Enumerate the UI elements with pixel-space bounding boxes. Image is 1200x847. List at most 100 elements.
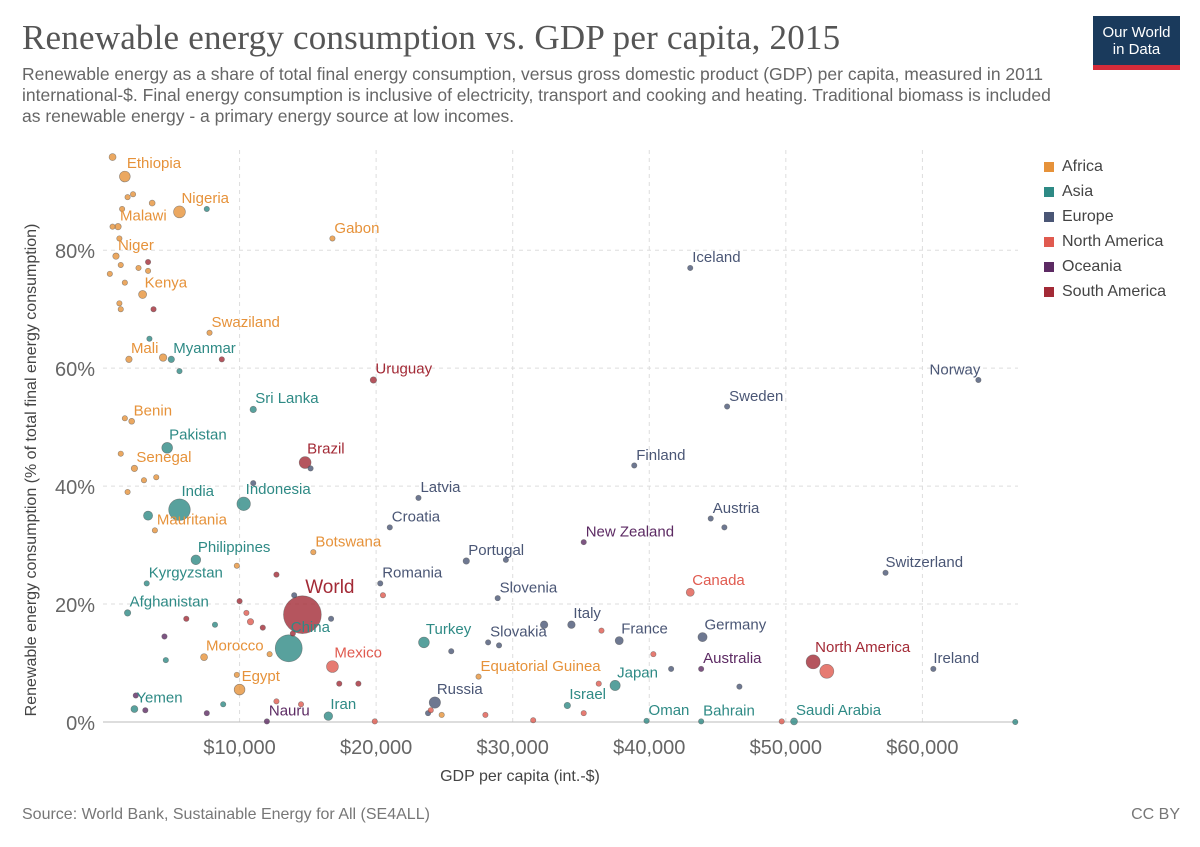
point-asia-21[interactable] [211,621,218,628]
point-japan[interactable] [609,680,621,691]
legend-item-oceania[interactable]: Oceania [1044,254,1166,279]
point-slovenia[interactable] [494,595,501,602]
point-asia-24[interactable] [1012,718,1019,725]
point-africa-15[interactable] [108,153,117,161]
point-nigeria[interactable] [173,205,186,219]
point-kenya[interactable] [138,290,147,299]
point-equatorial-guinea[interactable] [475,673,482,680]
point-africa-32[interactable] [140,477,147,484]
point-yemen[interactable] [130,705,139,713]
point-afghanistan[interactable] [124,609,132,617]
point-philippines[interactable] [190,554,202,565]
point-oceania-5[interactable] [161,633,168,640]
point-africa-27[interactable] [116,300,123,307]
point-morocco[interactable] [200,653,208,661]
point-europe-22[interactable] [448,648,455,655]
point-india[interactable] [168,498,191,521]
point-uruguay[interactable] [369,376,377,384]
legend-item-europe[interactable]: Europe [1044,204,1166,229]
point-south-america-12[interactable] [145,259,152,266]
point-south-america-10[interactable] [289,630,296,637]
point-botswana[interactable] [310,549,317,556]
point-africa-21[interactable] [116,235,123,242]
point-north-america-3[interactable] [243,609,250,616]
point-africa-29[interactable] [159,353,168,362]
point-australia[interactable] [698,665,705,672]
point-south-america-7[interactable] [336,680,343,687]
point-north-america-11[interactable] [427,707,434,714]
point-africa-23[interactable] [135,264,142,271]
point-bahrain[interactable] [698,718,705,725]
point-north-america-14[interactable] [371,718,378,725]
point-europe-27[interactable] [291,592,298,599]
point-brazil[interactable] [298,456,312,469]
point-mauritania[interactable] [151,527,158,534]
point-pakistan[interactable] [161,442,173,454]
point-north-america-13[interactable] [580,710,587,717]
point-oceania-6[interactable] [132,692,139,699]
point-north-america-15[interactable] [530,717,537,724]
point-iran[interactable] [323,711,333,721]
point-south-america-9[interactable] [259,624,266,631]
point-turkey[interactable] [418,636,430,649]
point-north-america-16[interactable] [778,718,785,725]
legend-item-north-america[interactable]: North America [1044,229,1166,254]
point-north-america-6[interactable] [298,701,305,708]
point-europe-21[interactable] [540,620,549,629]
point-romania[interactable] [377,580,384,587]
point-oceania-3[interactable] [203,710,210,717]
point-latvia[interactable] [415,494,422,501]
point-sri-lanka[interactable] [249,405,257,414]
point-europe-18[interactable] [250,480,257,487]
point-africa-26[interactable] [121,279,128,286]
point-africa-34[interactable] [124,489,131,496]
point-asia-20[interactable] [143,510,153,521]
point-ethiopia[interactable] [119,170,131,183]
point-oman[interactable] [643,717,650,724]
point-finland[interactable] [631,462,638,469]
point-north-america-5[interactable] [273,698,280,705]
point-europe-25[interactable] [736,683,743,690]
point-asia-18[interactable] [146,335,153,342]
point-iceland[interactable] [687,264,694,271]
point-south-america-8[interactable] [355,680,362,687]
point-north-america-2[interactable] [819,663,835,679]
point-north-america-12[interactable] [482,711,489,718]
point-croatia[interactable] [386,524,393,531]
point-asia-22[interactable] [162,657,169,664]
point-africa-33[interactable] [153,474,160,481]
point-africa-22[interactable] [117,261,124,268]
point-benin[interactable] [128,417,135,425]
point-portugal[interactable] [462,557,470,565]
point-africa-25[interactable] [106,270,113,277]
point-south-america-5[interactable] [236,598,243,605]
point-africa-20[interactable] [109,223,116,230]
point-italy[interactable] [567,620,576,629]
legend-item-asia[interactable]: Asia [1044,179,1166,204]
point-north-america-8[interactable] [595,680,602,687]
owid-logo[interactable]: Our World in Data [1093,16,1180,70]
point-nauru[interactable] [263,718,270,725]
point-europe-17[interactable] [721,524,728,531]
point-europe-24[interactable] [668,665,675,672]
point-egypt[interactable] [233,683,246,696]
point-gabon[interactable] [329,235,336,242]
point-canada[interactable] [685,587,695,597]
point-africa-37[interactable] [233,671,240,678]
point-asia-19[interactable] [176,368,183,375]
point-south-america-11[interactable] [183,615,190,622]
point-africa-18[interactable] [130,191,137,198]
point-africa-35[interactable] [233,562,240,569]
point-asia-23[interactable] [220,701,227,708]
point-world[interactable] [283,595,322,634]
point-swaziland[interactable] [206,329,213,336]
point-france[interactable] [614,636,624,645]
legend-item-africa[interactable]: Africa [1044,154,1166,179]
point-saudi-arabia[interactable] [790,717,798,726]
point-north-america-10[interactable] [650,651,657,658]
point-north-america-7[interactable] [379,592,386,599]
point-africa-38[interactable] [438,711,445,718]
point-south-america-4[interactable] [218,356,225,363]
point-ireland[interactable] [930,665,937,672]
point-europe-20[interactable] [502,556,509,563]
